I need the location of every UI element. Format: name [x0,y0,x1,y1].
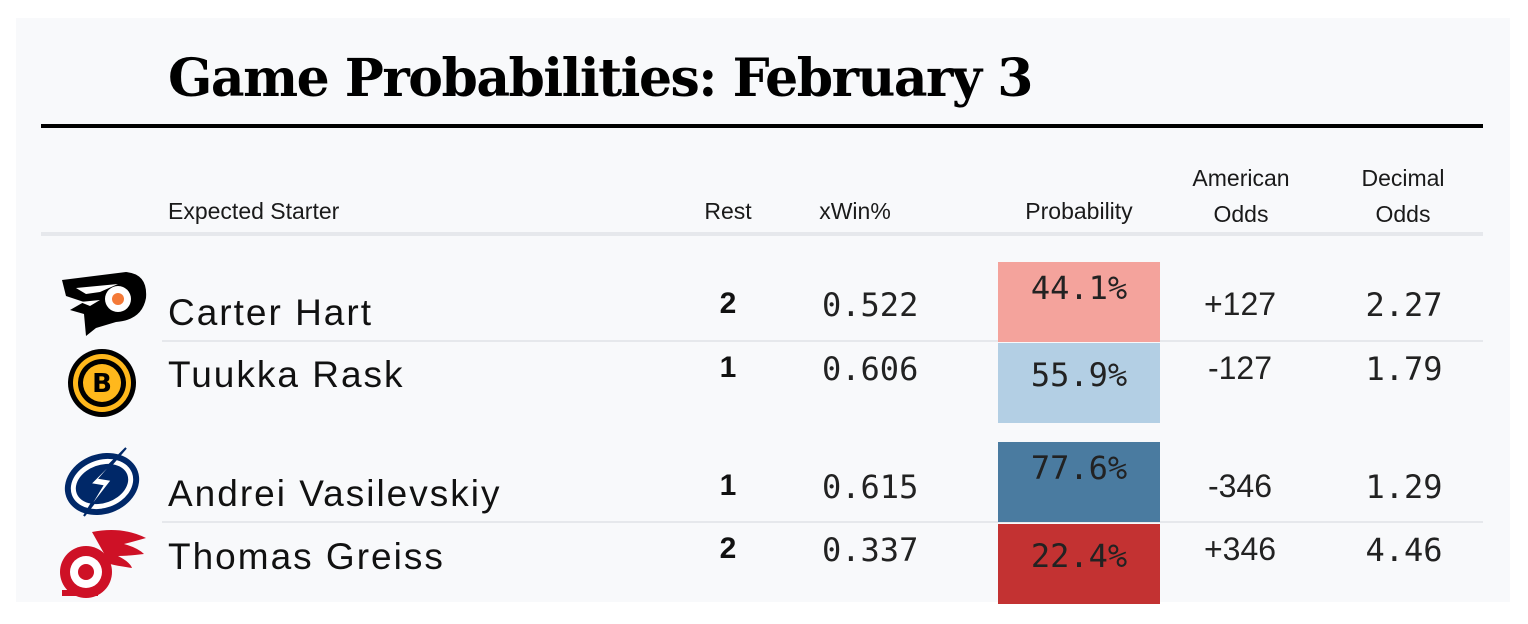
header-expected-starter: Expected Starter [168,198,340,224]
decimal-odds: 2.27 [1365,286,1443,324]
header-probability: Probability [1025,198,1133,224]
starter-name: Thomas Greiss [168,536,445,577]
probability-cell: 55.9% [998,343,1160,423]
probability-cell: 44.1% [998,262,1160,342]
starter-name: Tuukka Rask [168,354,405,395]
red-wings-logo-icon [52,524,148,604]
header-american-odds-line2: Odds [1213,201,1269,227]
page-title: Game Probabilities: February 3 [168,48,1033,109]
decimal-odds: 4.46 [1365,531,1443,569]
starter-name: Carter Hart [168,292,373,333]
bruins-logo-icon: B [54,343,150,423]
american-odds: -346 [1207,468,1273,504]
xwin-value: 0.606 [822,350,919,388]
header-decimal-odds: Decimal Odds [1338,160,1468,232]
svg-text:B: B [92,369,112,399]
row-divider [162,340,1483,342]
american-odds: -127 [1207,350,1273,386]
decimal-odds: 1.79 [1365,350,1443,388]
header-xwin: xWin% [819,198,891,224]
lightning-logo-icon [56,442,152,522]
rest-days: 1 [719,469,737,502]
xwin-value: 0.615 [822,468,919,506]
header-decimal-odds-line2: Odds [1375,201,1431,227]
header-decimal-odds-line1: Decimal [1361,165,1445,191]
starter-name: Andrei Vasilevskiy [168,473,502,514]
decimal-odds: 1.29 [1365,468,1443,506]
row-divider [162,521,1483,523]
xwin-value: 0.522 [822,286,919,324]
xwin-value: 0.337 [822,531,919,569]
rest-days: 1 [719,351,737,384]
rest-days: 2 [719,532,737,565]
probability-cell: 22.4% [998,524,1160,604]
american-odds: +127 [1203,286,1277,322]
probability-cell: 77.6% [998,442,1160,522]
title-divider [41,124,1483,128]
header-rest: Rest [704,198,752,224]
rest-days: 2 [719,287,737,320]
header-american-odds: American Odds [1172,160,1310,232]
american-odds: +346 [1203,531,1277,567]
header-american-odds-line1: American [1192,165,1290,191]
flyers-logo-icon [56,262,152,342]
header-divider [41,232,1483,236]
table-panel [16,18,1510,602]
